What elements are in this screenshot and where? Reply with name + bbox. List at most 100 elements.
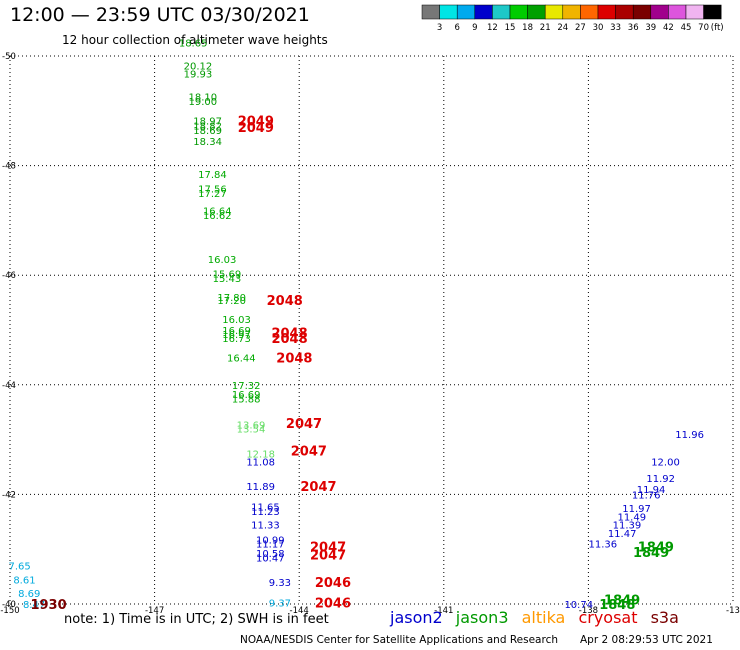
colorbar-label: 27 bbox=[575, 23, 586, 33]
map-plot: -150 -147 -144 -141 -138 -13 -40 -42 -44 -46 -48 -5… bbox=[0, 38, 740, 615]
wave-height-label: 12.18 bbox=[246, 449, 275, 460]
y-tick-label: -48 bbox=[2, 162, 16, 172]
colorbar-label: 21 bbox=[540, 23, 551, 33]
pass-time-label: 2046 bbox=[315, 576, 351, 591]
pass-time-label: 2048 bbox=[271, 332, 307, 347]
wave-height-label: 16.03 bbox=[208, 255, 237, 266]
legend-s3a: s3a bbox=[650, 608, 679, 627]
chart-title: 12:00 — 23:59 UTC 03/30/2021 bbox=[10, 4, 310, 26]
pass-time-label: 1849 bbox=[604, 594, 640, 609]
wave-height-label: 16.97 bbox=[222, 330, 251, 341]
y-tick-label: -46 bbox=[2, 271, 16, 281]
colorbar-label: 9 bbox=[472, 23, 477, 33]
y-tick-label: -40 bbox=[2, 600, 16, 610]
colorbar-label: 24 bbox=[557, 23, 568, 33]
legend-altika: altika bbox=[521, 608, 566, 627]
pass-time-label: 2047 bbox=[310, 540, 346, 555]
wave-height-label: 13.54 bbox=[237, 425, 266, 436]
color-scale-bar: 3 6 9 12 15 18 21 24 27 30 33 36 39 42 45 70 (ft) bbox=[421, 4, 724, 33]
y-tick-label: -44 bbox=[2, 381, 16, 391]
x-tick-label: -141 bbox=[434, 606, 453, 615]
wave-height-label: 18.10 bbox=[188, 93, 217, 104]
wave-height-label: 11.23 bbox=[251, 507, 280, 518]
wave-height-label: 15.88 bbox=[232, 395, 261, 406]
wave-height-label: 16.73 bbox=[222, 334, 251, 345]
x-tick-label: -150 bbox=[0, 606, 19, 615]
wave-height-label: 16.64 bbox=[203, 207, 232, 218]
x-tick-label: -144 bbox=[290, 606, 309, 615]
footer-note: note: 1) Time is in UTC; 2) SWH is in fe… bbox=[64, 612, 329, 627]
pass-time-label: 1930 bbox=[30, 598, 66, 613]
wave-height-label: 11.92 bbox=[646, 474, 675, 485]
pass-time-label: 1848 bbox=[599, 598, 635, 613]
pass-time-label: 1849 bbox=[633, 546, 669, 561]
chart-subtitle: 12 hour collection of altimeter wave hei… bbox=[62, 33, 328, 47]
wave-height-label: 9.33 bbox=[269, 578, 291, 589]
wave-height-label: 17.56 bbox=[198, 185, 227, 196]
wave-height-label: 11.65 bbox=[251, 502, 280, 513]
wave-height-label: 17.80 bbox=[217, 293, 246, 304]
wave-height-label: 18.69 bbox=[193, 126, 222, 137]
wave-height-label: 11.97 bbox=[622, 504, 651, 515]
wave-height-label: 18.97 bbox=[193, 117, 222, 128]
pass-time-label: 2048 bbox=[267, 294, 303, 309]
wave-height-label: 11.47 bbox=[608, 529, 637, 540]
wave-height-label: 10.74 bbox=[564, 600, 593, 611]
legend-jason3: jason3 bbox=[455, 608, 509, 627]
pass-time-label: 2046 bbox=[315, 596, 351, 611]
wave-height-label: 11.96 bbox=[675, 430, 704, 441]
wave-height-label: 18.82 bbox=[193, 122, 222, 133]
colorbar-label: 42 bbox=[663, 23, 674, 33]
pass-time-label: 2048 bbox=[276, 351, 312, 366]
x-tick-label: -147 bbox=[145, 606, 164, 615]
wave-height-label: 8.47 bbox=[23, 600, 45, 611]
wave-height-label: 18.34 bbox=[193, 137, 222, 148]
wave-height-label: 11.39 bbox=[613, 521, 642, 532]
wave-height-label: 10.47 bbox=[256, 553, 285, 564]
wave-height-label: 19.93 bbox=[184, 70, 213, 81]
pass-time-label: 2048 bbox=[271, 327, 307, 342]
wave-height-label: 11.89 bbox=[246, 482, 275, 493]
pass-time-label: 2049 bbox=[238, 115, 274, 130]
colorbar-label: 6 bbox=[454, 23, 459, 33]
wave-height-label: 19.00 bbox=[188, 97, 217, 108]
wave-height-label: 10.58 bbox=[256, 549, 285, 560]
wave-height-label: 13.69 bbox=[237, 420, 266, 431]
wave-height-label: 20.12 bbox=[184, 61, 213, 72]
wave-height-label: 12.00 bbox=[651, 458, 680, 469]
x-tick-label: -138 bbox=[579, 606, 598, 615]
colorbar-label: 33 bbox=[610, 23, 621, 33]
colorbar-label: 70 bbox=[698, 23, 709, 33]
wave-height-label: 17.20 bbox=[217, 296, 246, 307]
y-tick-label: -50 bbox=[2, 52, 16, 62]
pass-time-label: 2047 bbox=[291, 445, 327, 460]
wave-height-label: 11.76 bbox=[632, 490, 661, 501]
wave-height-label: 17.84 bbox=[198, 170, 227, 181]
wave-height-label: 11.17 bbox=[256, 540, 285, 551]
credit-date: Apr 2 08:29:53 UTC 2021 bbox=[580, 634, 713, 646]
wave-height-label: 16.69 bbox=[232, 390, 261, 401]
wave-height-label: 11.33 bbox=[251, 521, 280, 532]
wave-height-label: 7.65 bbox=[9, 562, 31, 573]
colorbar-label: 18 bbox=[522, 23, 533, 33]
wave-height-label: 15.69 bbox=[213, 270, 242, 281]
wave-height-label: 9.37 bbox=[269, 598, 291, 609]
colorbar-label: 30 bbox=[593, 23, 604, 33]
pass-time-label: 1849 bbox=[638, 540, 674, 555]
colorbar-unit: (ft) bbox=[711, 23, 724, 33]
wave-height-label: 8.61 bbox=[13, 575, 35, 586]
wave-height-label: 11.36 bbox=[589, 540, 618, 551]
legend-jason2: jason2 bbox=[390, 608, 443, 627]
colorbar-label: 36 bbox=[628, 23, 639, 33]
colorbar-label: 15 bbox=[505, 23, 516, 33]
colorbar-label: 39 bbox=[645, 23, 656, 33]
wave-height-label: 17.32 bbox=[232, 381, 261, 392]
y-tick-label: -42 bbox=[2, 490, 16, 500]
wave-height-label: 11.08 bbox=[246, 458, 275, 469]
colorbar-label: 45 bbox=[681, 23, 692, 33]
legend-cryosat: cryosat bbox=[578, 608, 638, 627]
colorbar-label: 3 bbox=[437, 23, 442, 33]
wave-height-label: 17.27 bbox=[198, 189, 227, 200]
x-tick-label: -13 bbox=[726, 606, 740, 615]
wave-height-label: 11.94 bbox=[637, 485, 666, 496]
